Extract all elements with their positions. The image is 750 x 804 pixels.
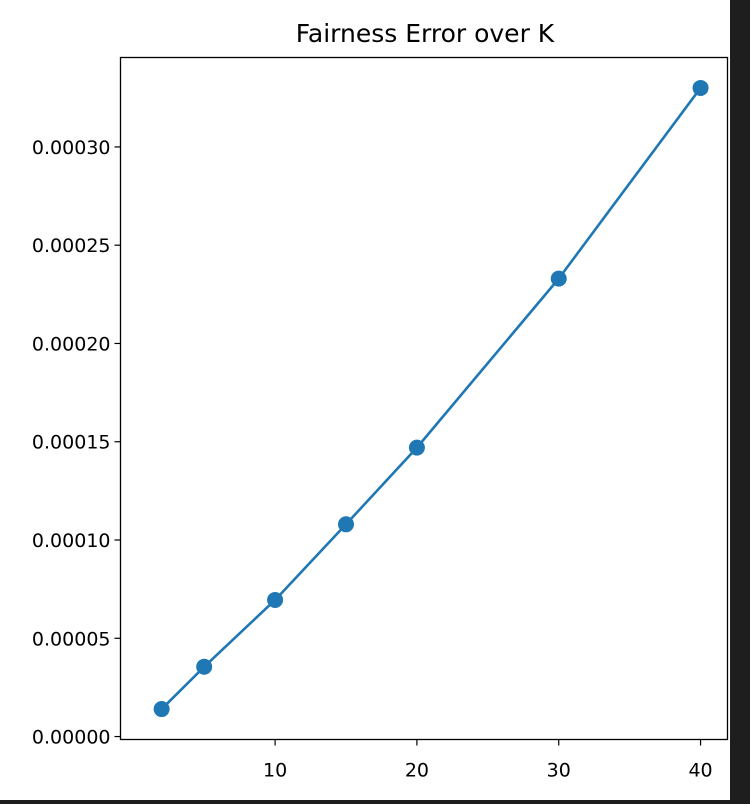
series-line [160,87,702,710]
y-tick-label: 0.00030 [32,137,111,159]
x-axis: 10 20 30 40 [263,739,713,782]
y-tick-label: 0.00000 [32,727,111,749]
x-tick-label: 10 [263,760,287,782]
y-tick-label: 0.00010 [32,530,111,552]
plot-area [119,56,729,741]
y-tick-label: 0.00025 [32,235,111,257]
x-tick-label: 20 [405,760,429,782]
y-tick-label: 0.00005 [32,628,111,650]
line-chart: Fairness Error over K 0.000000.000050.00… [32,19,729,782]
data-point [153,701,170,718]
data-point [692,79,709,96]
x-tick-label: 40 [688,760,712,782]
data-point [408,439,425,456]
figure-canvas: Fairness Error over K 0.00000 0.00005 0.00… [0,0,730,800]
data-point [196,658,213,675]
data-point [267,591,284,608]
data-point [337,516,354,533]
x-tick-label: 30 [547,760,571,782]
window-edge [730,0,750,800]
y-tick-label: 0.00020 [32,333,111,355]
y-axis: 0.00000 0.00005 0.00010 0.00015 0.00020 0.000… [32,137,121,749]
data-point [550,270,567,287]
series-layer [153,79,709,718]
chart-title: Fairness Error over K [296,19,555,48]
y-tick-label: 0.00015 [32,432,111,454]
